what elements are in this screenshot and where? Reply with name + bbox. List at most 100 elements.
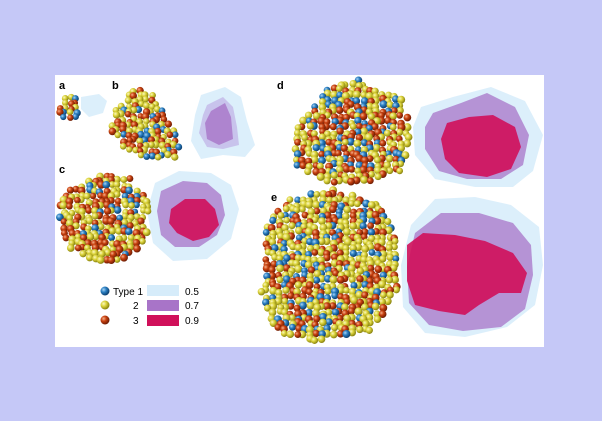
atom bbox=[120, 176, 128, 184]
atom-cluster-d bbox=[291, 76, 413, 186]
atom bbox=[385, 244, 393, 252]
atom bbox=[331, 308, 340, 317]
atom bbox=[305, 309, 313, 317]
atom bbox=[330, 253, 339, 262]
atom bbox=[325, 190, 333, 199]
atom bbox=[112, 111, 121, 119]
atom bbox=[385, 154, 394, 163]
atom bbox=[307, 266, 316, 274]
atom bbox=[323, 177, 331, 185]
atom bbox=[391, 237, 399, 245]
atom bbox=[310, 336, 319, 344]
atom-cluster-e bbox=[257, 186, 401, 344]
atom bbox=[367, 112, 376, 121]
atom bbox=[401, 151, 410, 160]
atom bbox=[396, 106, 404, 115]
atom bbox=[142, 228, 151, 237]
atom bbox=[341, 138, 349, 146]
atom bbox=[365, 313, 374, 322]
atom bbox=[353, 139, 362, 148]
atom bbox=[126, 222, 134, 230]
atom bbox=[313, 207, 321, 215]
atom bbox=[306, 122, 314, 130]
atom bbox=[397, 95, 406, 104]
atom bbox=[342, 329, 351, 339]
atom bbox=[379, 303, 388, 312]
atom bbox=[143, 118, 150, 125]
atom bbox=[319, 223, 328, 232]
legend: Type 1 2 3 0.5 0.7 0.9 bbox=[100, 285, 199, 327]
atom bbox=[330, 178, 338, 186]
atom bbox=[343, 237, 353, 246]
atom bbox=[379, 291, 387, 299]
atom bbox=[389, 123, 397, 131]
atom bbox=[392, 255, 400, 263]
atom bbox=[137, 151, 145, 159]
atom bbox=[293, 150, 302, 158]
atom bbox=[294, 331, 302, 339]
atom bbox=[329, 275, 338, 284]
atom bbox=[360, 139, 368, 147]
atom bbox=[68, 229, 76, 237]
atom bbox=[360, 97, 369, 105]
atom bbox=[317, 248, 325, 257]
atom bbox=[164, 120, 173, 128]
atom bbox=[316, 172, 325, 181]
atom bbox=[74, 196, 81, 204]
atom bbox=[79, 234, 88, 242]
atom bbox=[83, 192, 91, 200]
atom bbox=[72, 222, 80, 230]
atom bbox=[74, 244, 82, 252]
atom bbox=[329, 205, 337, 214]
atom bbox=[332, 269, 340, 277]
atom bbox=[61, 99, 69, 107]
atom bbox=[277, 211, 285, 219]
atom bbox=[377, 112, 385, 119]
atom bbox=[347, 177, 355, 186]
atom bbox=[274, 323, 282, 331]
atom bbox=[305, 281, 314, 290]
atom bbox=[355, 237, 363, 245]
atom bbox=[379, 271, 387, 279]
atom bbox=[367, 264, 375, 273]
atom bbox=[359, 112, 368, 121]
legend-swatch-type-1 bbox=[100, 286, 110, 296]
atom bbox=[133, 244, 141, 253]
atom bbox=[307, 244, 314, 252]
atom bbox=[128, 202, 135, 209]
atom bbox=[59, 201, 68, 210]
atom bbox=[148, 103, 156, 110]
atom bbox=[154, 127, 162, 136]
atom bbox=[312, 112, 321, 120]
atom bbox=[143, 153, 151, 160]
atom bbox=[336, 330, 345, 338]
atom bbox=[334, 149, 342, 157]
atom bbox=[147, 136, 156, 144]
atom bbox=[66, 202, 73, 210]
atom bbox=[378, 298, 386, 306]
atom bbox=[367, 228, 376, 236]
atom bbox=[354, 307, 363, 316]
atom bbox=[384, 297, 392, 306]
atom bbox=[282, 233, 291, 242]
atom bbox=[352, 90, 361, 99]
atom bbox=[379, 139, 387, 147]
legend-swatch-level-0-9 bbox=[147, 315, 179, 326]
atom bbox=[324, 287, 332, 295]
atom bbox=[286, 330, 295, 339]
atom bbox=[312, 200, 321, 209]
atom bbox=[294, 264, 303, 274]
atom bbox=[335, 106, 344, 115]
atom bbox=[384, 91, 393, 99]
atom bbox=[85, 216, 94, 225]
atom bbox=[295, 226, 303, 235]
atom bbox=[355, 290, 364, 299]
atom bbox=[280, 330, 288, 337]
atom bbox=[329, 123, 337, 131]
atom bbox=[160, 116, 168, 123]
atom bbox=[293, 161, 301, 169]
atom bbox=[318, 98, 327, 106]
atom bbox=[391, 243, 398, 251]
atom bbox=[336, 166, 344, 174]
atom bbox=[299, 301, 307, 310]
